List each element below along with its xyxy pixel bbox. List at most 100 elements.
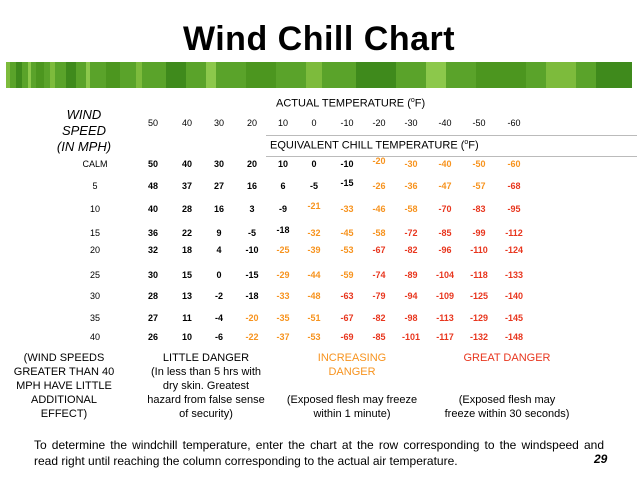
wind-chill-cell: 3 [249, 204, 255, 214]
wind-label-line: WIND [66, 107, 102, 122]
wind-chill-cell: 48 [147, 181, 158, 191]
actual-header-prefix: ACTUAL TEMPERATURE ( [276, 97, 411, 110]
stripe-band [356, 62, 396, 88]
wind-chill-cell: -94 [404, 291, 418, 301]
actual-header-suffix: F) [414, 97, 426, 110]
wind-chill-cell: -74 [372, 270, 386, 280]
wind-chill-cell: -58 [404, 204, 418, 214]
wind-chill-cell: -82 [372, 313, 386, 323]
wind-chill-cell: 28 [181, 204, 192, 214]
wind-chill-cell: -2 [214, 291, 223, 301]
wind-chill-cell: -6 [214, 332, 223, 342]
wind-chill-cell: -85 [372, 332, 386, 342]
wind-chill-cell: 10 [277, 159, 288, 169]
wind-chill-cell: 10 [181, 332, 192, 342]
legend-heading: LITTLE DANGER [162, 352, 250, 364]
note-line: ADDITIONAL [30, 394, 97, 406]
degree-superscript: o [464, 139, 469, 146]
wind-chill-cell: 15 [181, 270, 192, 280]
stripe-band [206, 62, 216, 88]
wind-speed-row-label: 30 [89, 291, 100, 301]
wind-chill-cell: -15 [340, 178, 354, 188]
wind-chill-cell: -69 [340, 332, 354, 342]
wind-chill-cell: -10 [245, 245, 259, 255]
wind-chill-cell: 22 [181, 228, 192, 238]
stripe-band [28, 62, 31, 88]
legend-heading: DANGER [328, 366, 376, 378]
wind-chill-cell: -96 [438, 245, 452, 255]
wind-chill-cell: -63 [340, 291, 354, 301]
wind-chill-cell: 50 [147, 159, 158, 169]
wind-chill-cell: -10 [340, 159, 354, 169]
wind-chill-cell: 37 [181, 181, 192, 191]
wind-chill-cell: -110 [470, 245, 488, 255]
page-title: Wind Chill Chart [182, 20, 456, 58]
actual-temp-header-cell: 40 [181, 118, 192, 128]
note-line: (WIND SPEEDS [23, 352, 105, 364]
actual-temp-header-cell: -20 [372, 118, 386, 128]
wind-chill-cell: -79 [372, 291, 386, 301]
wind-chill-cell: -33 [340, 204, 354, 214]
actual-temp-header-cell: -10 [340, 118, 354, 128]
wind-chill-cell: -20 [372, 156, 386, 166]
great-danger-description: (Exposed flesh may freeze within 30 seco… [432, 393, 582, 421]
wind-chill-cell: 36 [147, 228, 158, 238]
wind-chill-cell: 20 [246, 159, 257, 169]
wind-chill-cell: 28 [147, 291, 158, 301]
wind-chill-cell: -58 [372, 228, 386, 238]
wind-chill-cell: -9 [278, 204, 287, 214]
actual-temp-header-cell: -60 [507, 118, 521, 128]
wind-chill-cell: -67 [372, 245, 386, 255]
wind-chill-cell: -112 [505, 228, 523, 238]
stripe-band [106, 62, 120, 88]
wind-chill-cell: 0 [311, 159, 317, 169]
wind-chill-cell: -148 [504, 332, 523, 342]
actual-temp-header-cell: 0 [311, 118, 317, 128]
wind-speed-row-label: 35 [89, 313, 100, 323]
wind-chill-cell: -51 [307, 313, 321, 323]
stripe-band [6, 62, 10, 88]
stripe-band [546, 62, 576, 88]
wind-chill-cell: -83 [472, 204, 486, 214]
wind-chill-cell: -89 [404, 270, 418, 280]
wind-chill-cell: -53 [307, 332, 321, 342]
wind-chill-cell: -145 [504, 313, 523, 323]
legend-line: hazard from false sense [147, 394, 265, 406]
wind-chill-cell: 6 [280, 181, 286, 191]
wind-chill-cell: -118 [470, 270, 488, 280]
degree-superscript: o [410, 97, 415, 104]
note-line: MPH HAVE LITTLE [16, 380, 112, 392]
stripe-band [426, 62, 446, 88]
wind-chill-cell: -5 [247, 228, 256, 238]
wind-chill-cell: -4 [214, 313, 223, 323]
wind-chill-cell: -29 [276, 270, 290, 280]
page-number: 29 [594, 452, 608, 466]
wind-chill-cell: -21 [307, 201, 321, 211]
wind-chill-cell: -98 [404, 313, 418, 323]
wind-chill-cell: -40 [438, 159, 452, 169]
little-danger-legend: LITTLE DANGER (In less than 5 hrs with d… [138, 351, 274, 421]
stripe-band [66, 62, 76, 88]
wind-chill-cell: 30 [147, 270, 158, 280]
wind-chill-cell: -44 [307, 270, 321, 280]
stripe-band [306, 62, 322, 88]
wind-speed-label: WIND SPEED (IN MPH) [46, 107, 122, 155]
wind-chill-cell: -22 [245, 332, 259, 342]
wind-chill-cell: 9 [216, 228, 222, 238]
wind-chill-cell: -26 [372, 181, 386, 191]
legend-heading: GREAT DANGER [463, 352, 551, 364]
wind-speed-row-label: 5 [92, 181, 98, 191]
wind-chill-cell: -117 [436, 332, 454, 342]
equiv-header-prefix: EQUIVALENT CHILL TEMPERATURE ( [270, 139, 465, 152]
wind-chill-cell: -33 [276, 291, 290, 301]
note-line: EFFECT) [40, 408, 88, 420]
wind-chill-cell: -30 [404, 159, 418, 169]
wind-chill-cell: -68 [507, 181, 521, 191]
legend-line: freeze within 30 seconds) [444, 408, 570, 420]
wind-chill-cell: 40 [147, 204, 158, 214]
wind-chill-cell: -124 [504, 245, 523, 255]
wind-speed-row-label: 20 [89, 245, 100, 255]
wind-chill-cell: -133 [504, 270, 523, 280]
wind-chill-cell: -85 [438, 228, 452, 238]
wind-chill-cell: -99 [472, 228, 486, 238]
